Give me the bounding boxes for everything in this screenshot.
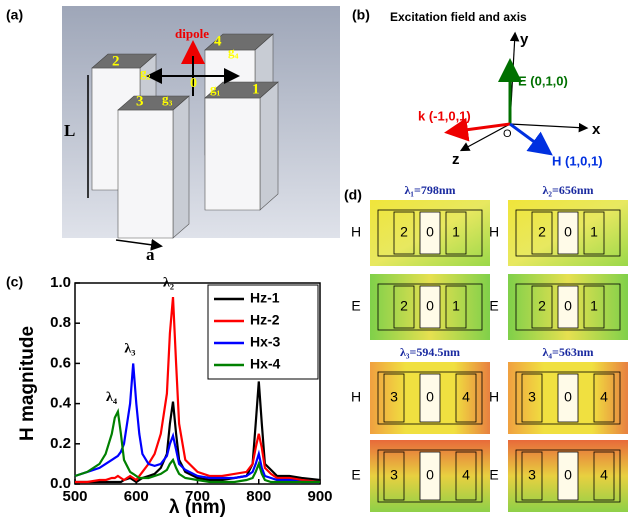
- pillar-number: 1: [590, 224, 598, 240]
- pillar-number: 0: [426, 389, 434, 405]
- x-axis-label: λ (nm): [169, 497, 226, 518]
- pillar-label: 3: [136, 93, 144, 109]
- pillar-number: 4: [600, 467, 608, 483]
- pillar-front: [118, 110, 173, 238]
- map-title: λ₄=563nm: [543, 345, 594, 359]
- center-label: 0: [190, 76, 197, 91]
- legend-label: Hz-2: [250, 312, 280, 328]
- y-tick-label: 0.8: [50, 314, 71, 331]
- y-tick-label: 0.6: [50, 354, 71, 371]
- pillar-number: 2: [400, 224, 408, 240]
- origin-label: O: [503, 128, 512, 140]
- map-field-label: H: [489, 224, 499, 240]
- pillar-number: 0: [426, 224, 434, 240]
- map-field-label: H: [351, 224, 361, 240]
- pillar-number: 0: [564, 298, 572, 314]
- axis-label: x: [592, 121, 601, 138]
- dipole-label: dipole: [175, 26, 209, 41]
- field-label: E (0,1,0): [518, 73, 568, 88]
- y-axis-label: H magnitude: [17, 326, 38, 441]
- gap-label: g₃: [162, 91, 173, 106]
- legend-label: Hx-3: [250, 334, 281, 350]
- pillar-number: 4: [462, 467, 470, 483]
- pillar-side: [260, 82, 278, 210]
- panel-label: (a): [6, 7, 23, 23]
- map-field-label: E: [489, 467, 498, 483]
- field-label: k (-1,0,1): [418, 108, 471, 123]
- pillar-number: 0: [564, 389, 572, 405]
- field-arrow: [510, 124, 548, 152]
- pillar-number: 0: [564, 467, 572, 483]
- panel-label: (d): [344, 187, 362, 203]
- pillar-number: 1: [452, 224, 460, 240]
- gap-label: g₁: [210, 81, 221, 96]
- y-tick-label: 0.2: [50, 435, 71, 452]
- pillar-number: 3: [528, 467, 536, 483]
- dimension-label: L: [64, 121, 75, 140]
- pillar-number: 0: [426, 467, 434, 483]
- axis-line: [510, 124, 586, 128]
- panel-label: (b): [352, 7, 370, 23]
- gap-label: g₂: [140, 65, 151, 80]
- legend-label: Hx-4: [250, 356, 281, 372]
- x-tick-label: 500: [62, 488, 87, 505]
- figure: (a) dipole 1 2 3 4 g₁ g₂ g₃ g₄ 0 L a (b)…: [0, 0, 631, 520]
- pillar-label: 1: [252, 81, 260, 97]
- pillar-number: 3: [390, 389, 398, 405]
- map-field-label: H: [351, 389, 361, 405]
- panel-title: Excitation field and axis: [390, 10, 527, 24]
- map-title: λ₃=594.5nm: [400, 345, 460, 359]
- panel-label: (c): [6, 274, 23, 290]
- pillar-number: 0: [426, 298, 434, 314]
- x-tick-label: 800: [246, 488, 271, 505]
- pillar-number: 0: [564, 224, 572, 240]
- pillar-number: 1: [452, 298, 460, 314]
- y-tick-label: 0.4: [50, 395, 72, 412]
- pillar-side: [173, 96, 189, 238]
- pillar-number: 4: [462, 389, 470, 405]
- pillar-number: 2: [400, 298, 408, 314]
- axis-label: z: [452, 151, 460, 168]
- field-label: H (1,0,1): [552, 153, 603, 168]
- map-field-label: H: [489, 389, 499, 405]
- map-title: λ₂=656nm: [543, 183, 594, 197]
- pillar-number: 4: [600, 389, 608, 405]
- peak-label: λ₂: [163, 275, 174, 290]
- x-tick-label: 600: [124, 488, 149, 505]
- y-tick-label: 1.0: [50, 274, 71, 291]
- peak-label: λ₃: [124, 342, 135, 357]
- pillar-number: 2: [538, 224, 546, 240]
- pillar-label: 4: [214, 33, 222, 49]
- x-tick-label: 900: [307, 488, 332, 505]
- pillar-number: 1: [590, 298, 598, 314]
- pillar-number: 3: [528, 389, 536, 405]
- axis-label: y: [520, 31, 529, 48]
- pillar-label: 2: [112, 53, 120, 69]
- legend-label: Hz-1: [250, 290, 280, 306]
- map-title: λ₁=798nm: [405, 183, 456, 197]
- dimension-label: a: [146, 245, 155, 264]
- gap-label: g₄: [228, 44, 239, 59]
- series-line: [75, 363, 320, 482]
- pillar-front: [205, 98, 260, 210]
- field-arrow: [450, 124, 510, 132]
- pillar-number: 3: [390, 467, 398, 483]
- map-field-label: E: [351, 467, 360, 483]
- map-field-label: E: [351, 298, 360, 314]
- map-field-label: E: [489, 298, 498, 314]
- pillar-number: 2: [538, 298, 546, 314]
- peak-label: λ₄: [106, 390, 118, 405]
